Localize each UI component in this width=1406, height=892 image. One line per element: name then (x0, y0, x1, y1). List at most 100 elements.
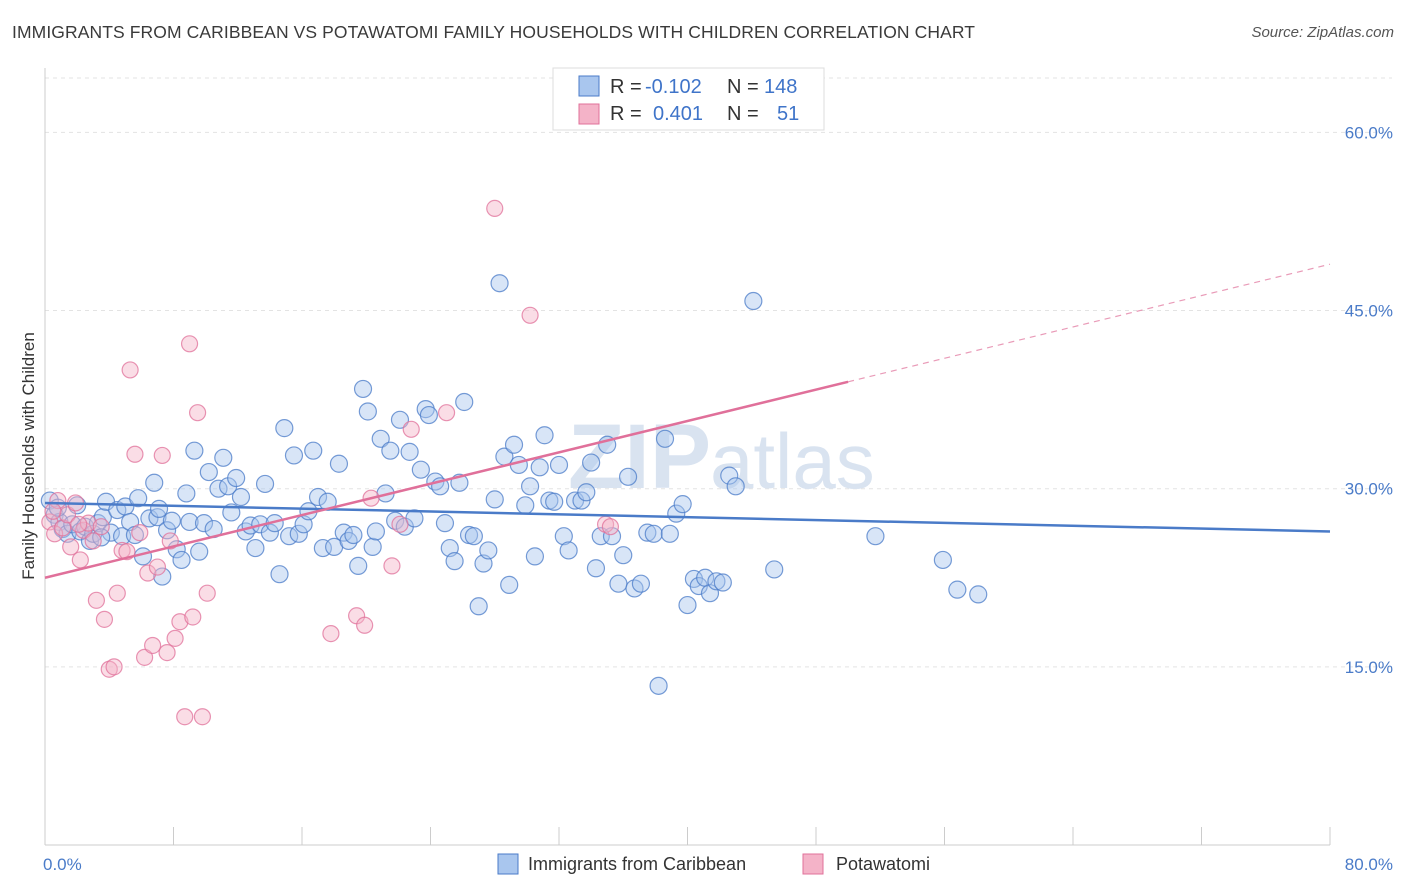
potawatomi-point-5 (62, 538, 80, 556)
caribbean-point-90 (464, 527, 483, 546)
caribbean-point-138 (726, 477, 745, 496)
caribbean-point-42 (231, 487, 251, 507)
legend-n-value-2: 51 (777, 103, 799, 125)
potawatomi-point-15 (105, 658, 123, 676)
series-legend: Immigrants from Caribbean Potawatomi (497, 853, 930, 875)
caribbean-point-73 (381, 441, 400, 460)
caribbean-point-94 (485, 490, 504, 509)
y-tick-label-1: 30.0% (1345, 480, 1393, 499)
legend-n-label-2: N = (727, 103, 759, 125)
bottom-legend-label-potawatomi: Potawatomi (836, 854, 930, 874)
potawatomi-point-11 (87, 591, 106, 609)
potawatomi-point-20 (126, 445, 144, 463)
bottom-legend-label-caribbean: Immigrants from Caribbean (528, 854, 746, 874)
y-tick-label-3: 60.0% (1345, 123, 1393, 142)
legend-r-label-2: R = (610, 103, 642, 125)
caribbean-point-119 (614, 546, 633, 565)
potawatomi-point-12 (92, 518, 110, 536)
caribbean-point-57 (304, 441, 323, 460)
bottom-legend-swatch-blue (497, 853, 519, 875)
caribbean-point-45 (246, 538, 265, 558)
caribbean-point-71 (371, 429, 390, 448)
watermark-atlas: atlas (710, 417, 875, 505)
caribbean-point-127 (660, 524, 679, 543)
potawatomi-point-29 (166, 629, 184, 647)
trend-lines (44, 263, 1331, 579)
caribbean-point-100 (516, 496, 535, 515)
legend-r-value-1: -0.102 (645, 76, 702, 98)
caribbean-point-68 (358, 402, 377, 421)
caribbean-point-29 (172, 550, 191, 570)
x-tick-label-start: 0.0% (43, 855, 82, 874)
legend-n-label-1: N = (727, 76, 759, 98)
y-axis-label: Family Households with Children (19, 332, 38, 580)
trend-line-potawatomi-extension (847, 263, 1331, 383)
caribbean-point-103 (530, 458, 549, 477)
potawatomi-point-32 (180, 335, 199, 353)
caribbean-point-139 (744, 291, 763, 311)
trend-line-potawatomi (44, 380, 849, 579)
potawatomi-point-49 (44, 502, 62, 520)
potawatomi-point-26 (153, 446, 171, 465)
caribbean-point-106 (545, 492, 564, 511)
caribbean-point-120 (618, 467, 638, 486)
caribbean-point-64 (339, 531, 358, 551)
caribbean-point-126 (655, 429, 675, 448)
caribbean-point-99 (509, 455, 528, 475)
legend-swatch-blue (578, 75, 600, 97)
caribbean-point-23 (145, 473, 164, 492)
potawatomi-point-48 (601, 518, 620, 536)
caribbean-point-98 (504, 435, 524, 454)
series-caribbean-points (40, 274, 988, 695)
caribbean-point-136 (713, 573, 732, 592)
caribbean-point-62 (329, 454, 349, 473)
potawatomi-point-43 (402, 420, 420, 438)
legend-n-value-1: 148 (764, 76, 797, 98)
caribbean-point-112 (577, 483, 596, 502)
caribbean-point-91 (469, 597, 488, 616)
source-credit: Source: ZipAtlas.com (1251, 24, 1394, 41)
y-tick-label-2: 45.0% (1345, 302, 1393, 321)
caribbean-point-107 (549, 455, 569, 475)
caribbean-point-101 (520, 477, 540, 496)
caribbean-point-86 (445, 552, 464, 571)
caribbean-point-65 (344, 525, 363, 545)
caribbean-point-122 (631, 574, 651, 593)
caribbean-point-69 (363, 537, 382, 556)
potawatomi-point-4 (58, 506, 77, 524)
caribbean-point-143 (948, 580, 967, 599)
caribbean-point-50 (270, 565, 289, 584)
potawatomi-point-46 (521, 306, 539, 324)
potawatomi-point-22 (135, 648, 154, 666)
caribbean-point-137 (720, 466, 739, 485)
legend-r-label-1: R = (610, 76, 642, 98)
caribbean-point-31 (180, 512, 199, 532)
caribbean-point-54 (289, 524, 308, 543)
caribbean-point-147 (149, 499, 169, 518)
caribbean-point-66 (349, 556, 368, 575)
potawatomi-point-50 (70, 515, 88, 533)
potawatomi-point-35 (193, 708, 212, 726)
caribbean-point-114 (586, 559, 606, 578)
potawatomi-point-37 (322, 624, 340, 643)
potawatomi-point-10 (84, 532, 102, 550)
caribbean-point-84 (435, 514, 455, 533)
caribbean-point-70 (366, 522, 385, 541)
caribbean-point-95 (490, 274, 509, 293)
caribbean-point-20 (129, 489, 148, 508)
potawatomi-point-24 (144, 636, 162, 655)
caribbean-point-124 (644, 524, 663, 543)
potawatomi-point-21 (131, 524, 149, 542)
caribbean-point-30 (177, 484, 196, 503)
caribbean-point-93 (479, 541, 498, 560)
caribbean-point-35 (199, 462, 218, 482)
caribbean-point-25 (153, 567, 172, 586)
potawatomi-point-42 (391, 515, 409, 533)
caribbean-point-32 (185, 441, 204, 460)
potawatomi-point-39 (356, 616, 374, 634)
axes (44, 68, 1331, 846)
potawatomi-point-45 (486, 199, 504, 217)
potawatomi-point-13 (95, 610, 114, 628)
caribbean-point-140 (765, 560, 784, 579)
correlation-legend: R = -0.102 N = 148 R = 0.401 N = 51 (552, 67, 825, 131)
